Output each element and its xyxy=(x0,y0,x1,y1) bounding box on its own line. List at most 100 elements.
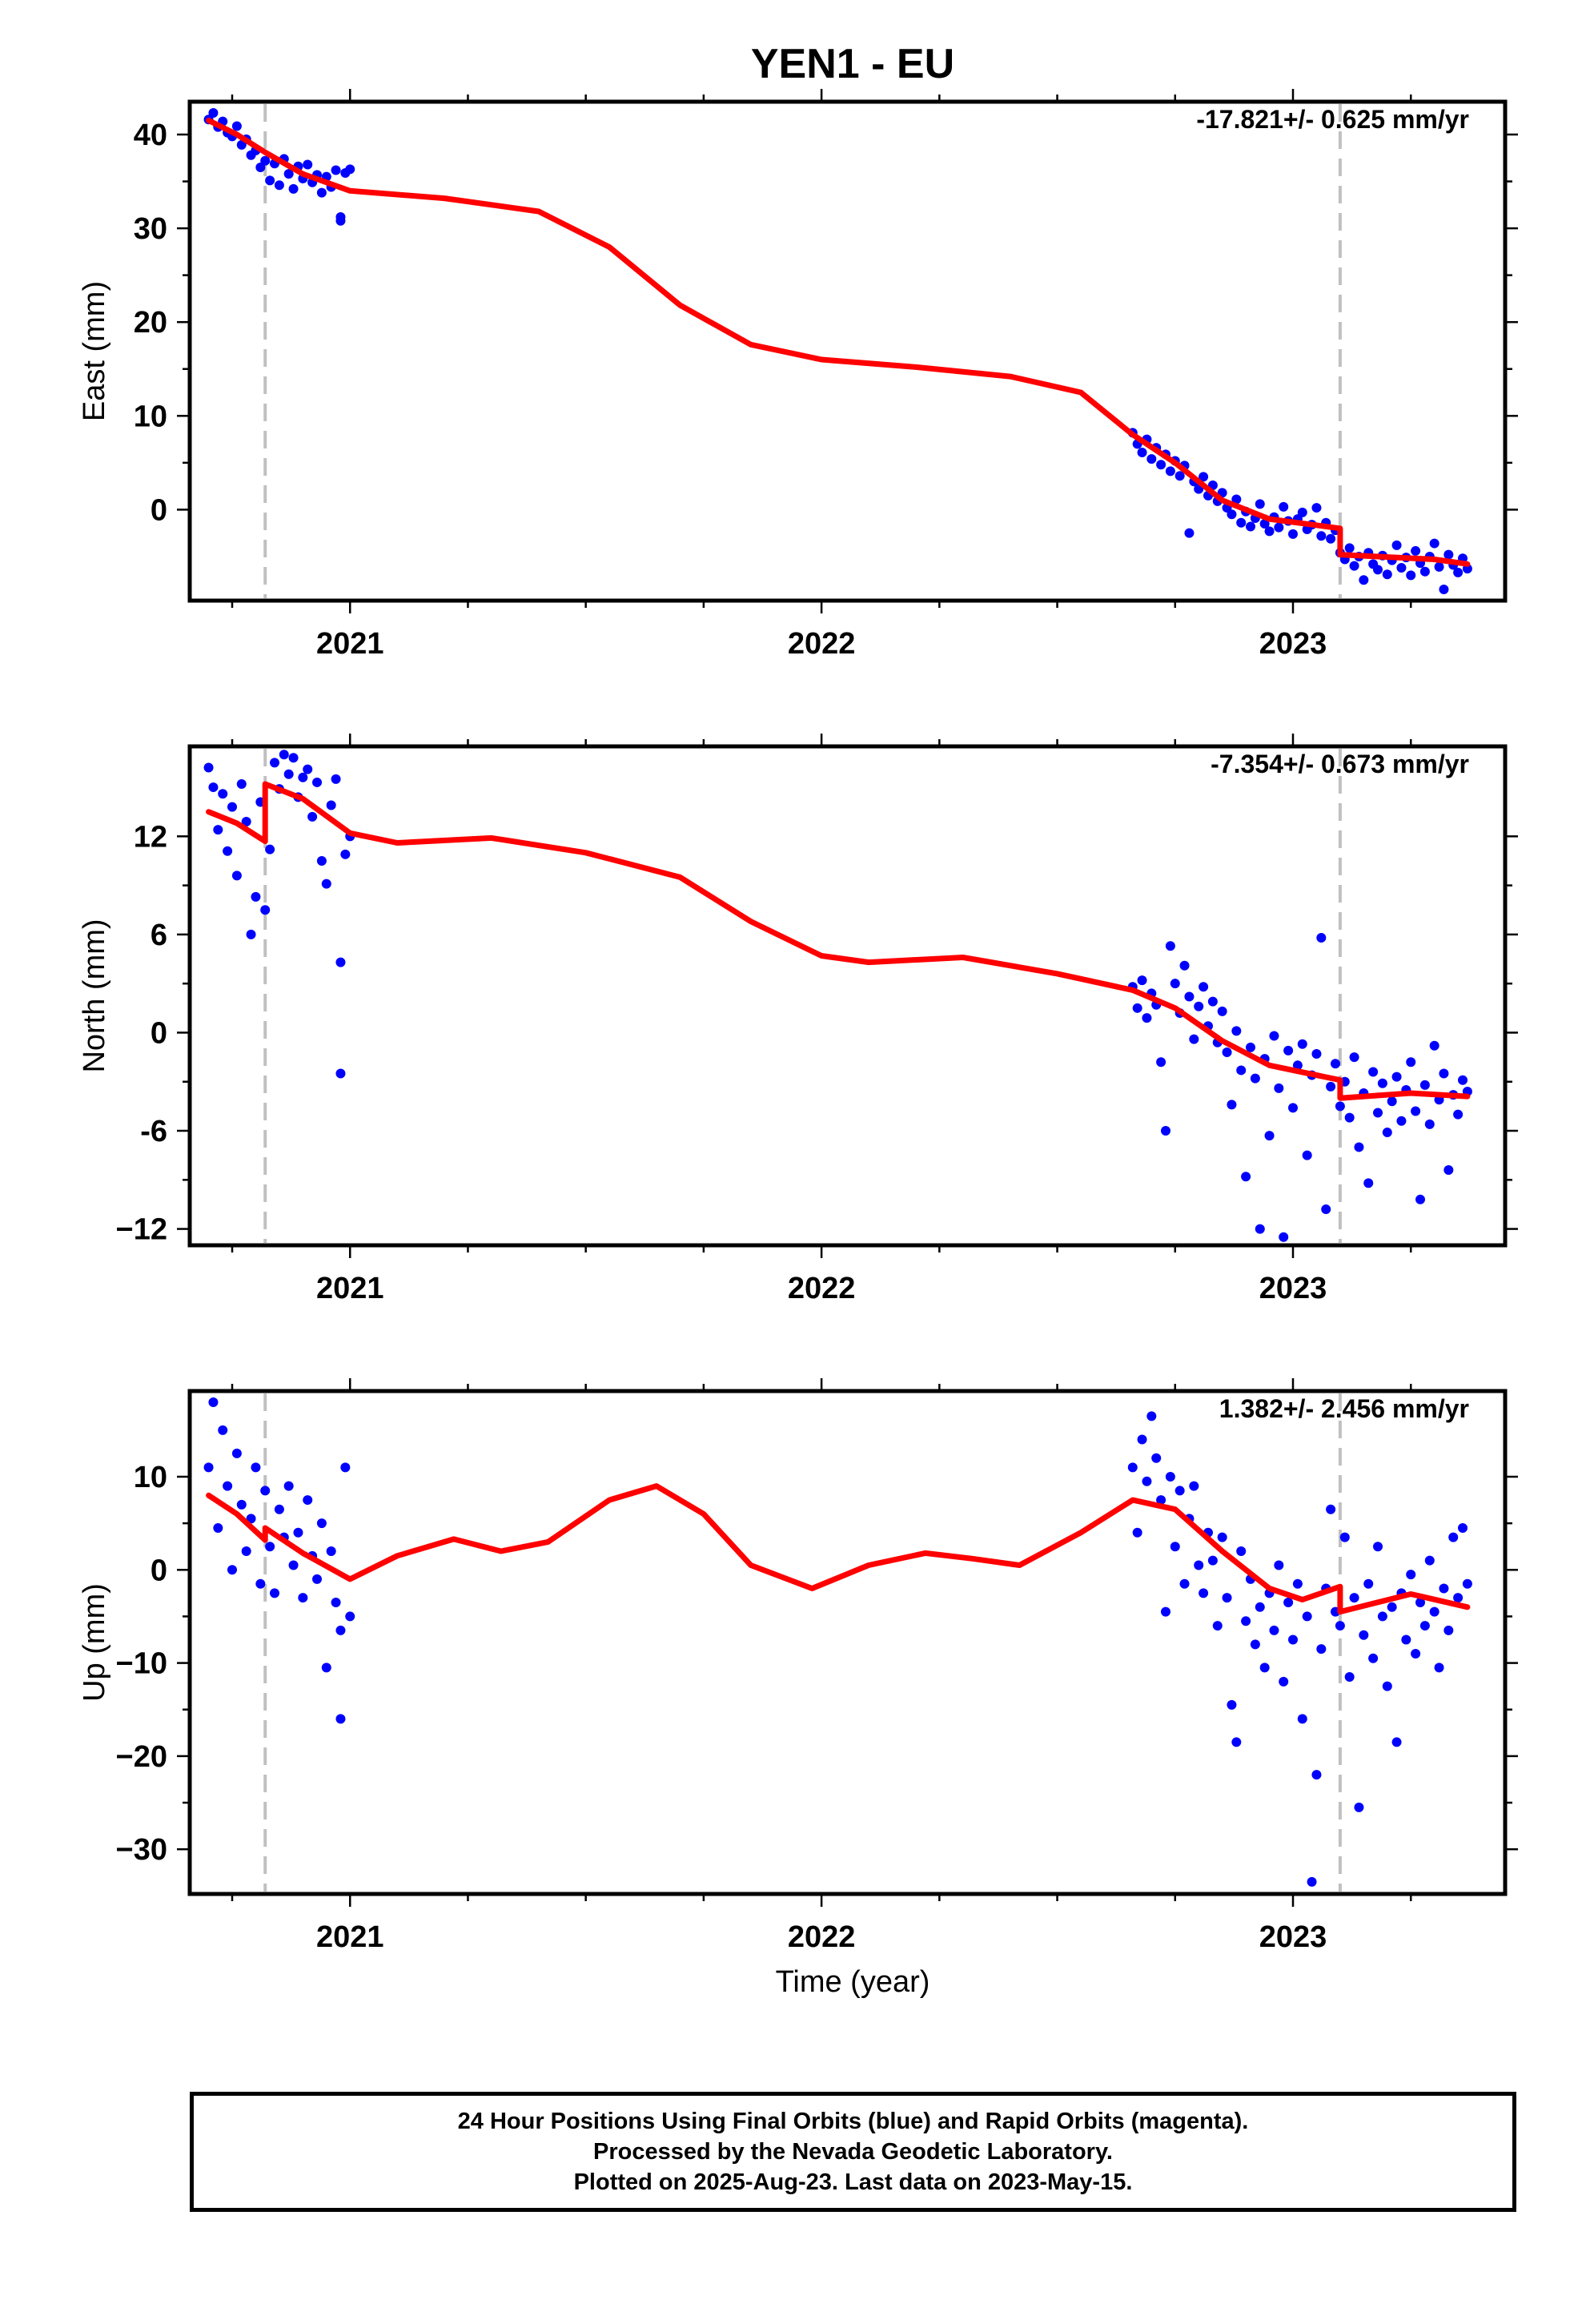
data-point xyxy=(1207,1555,1218,1566)
data-point xyxy=(1227,1699,1237,1710)
data-point xyxy=(335,957,346,967)
data-point xyxy=(1439,584,1449,594)
data-point xyxy=(1283,1597,1294,1607)
data-point xyxy=(1335,1101,1345,1112)
data-point xyxy=(1349,1593,1359,1603)
data-point xyxy=(265,1542,275,1552)
data-point xyxy=(1391,540,1402,550)
data-point xyxy=(303,764,313,774)
x-tick-label: 2021 xyxy=(316,1272,384,1305)
y-axis-label: Up (mm) xyxy=(78,1583,111,1702)
data-point xyxy=(1142,1013,1152,1023)
data-point xyxy=(1236,1546,1247,1557)
data-point xyxy=(345,1611,355,1622)
data-point xyxy=(1434,1663,1444,1673)
data-point xyxy=(316,855,327,866)
model-line xyxy=(206,1483,1471,1615)
y-axis-label: North (mm) xyxy=(78,919,111,1072)
data-point xyxy=(1170,979,1180,989)
data-point xyxy=(1354,1142,1364,1152)
data-point xyxy=(246,929,256,939)
data-point xyxy=(231,1448,242,1458)
data-point xyxy=(1344,1112,1355,1123)
data-point xyxy=(1307,1876,1317,1887)
data-point xyxy=(1297,507,1307,517)
data-point xyxy=(236,1499,247,1510)
data-point xyxy=(1429,1040,1439,1051)
data-point xyxy=(1174,1486,1185,1496)
data-point xyxy=(1231,1026,1242,1036)
data-point xyxy=(1184,991,1195,1002)
data-point xyxy=(1406,570,1416,581)
data-point xyxy=(1165,466,1175,476)
data-point xyxy=(326,1546,336,1557)
data-point xyxy=(1321,1204,1331,1215)
data-point xyxy=(1250,1073,1260,1084)
data-point xyxy=(260,1486,271,1496)
data-point xyxy=(1311,1770,1322,1780)
data-point xyxy=(1406,1057,1416,1068)
data-point xyxy=(345,164,355,175)
data-point xyxy=(218,1425,228,1435)
data-point xyxy=(1207,996,1218,1007)
data-point xyxy=(265,175,275,186)
data-point xyxy=(1146,1411,1157,1421)
data-point xyxy=(203,762,214,773)
data-point xyxy=(1132,1003,1142,1013)
data-point xyxy=(312,1574,322,1584)
data-point xyxy=(1250,1639,1260,1650)
data-point xyxy=(231,870,242,881)
data-point xyxy=(1137,447,1147,457)
data-point xyxy=(1199,982,1209,992)
data-point xyxy=(1359,1630,1369,1640)
y-tick-label: 40 xyxy=(134,119,167,152)
data-point xyxy=(1331,1059,1340,1069)
data-point xyxy=(303,159,313,170)
y-tick-label: 6 xyxy=(151,919,167,952)
x-tick-label: 2022 xyxy=(788,1920,856,1954)
data-point xyxy=(1156,1495,1166,1506)
data-point xyxy=(1448,1532,1459,1542)
data-point xyxy=(231,121,242,131)
data-point xyxy=(340,1462,351,1473)
data-point xyxy=(1274,522,1284,533)
data-point xyxy=(1156,460,1166,470)
data-point xyxy=(1156,1057,1166,1068)
data-point xyxy=(1339,1532,1350,1542)
data-point xyxy=(1453,567,1464,577)
x-tick-label: 2023 xyxy=(1259,1920,1327,1954)
data-point xyxy=(1194,1560,1204,1570)
data-point xyxy=(1165,941,1175,951)
data-point xyxy=(288,1560,299,1570)
data-point xyxy=(1302,1611,1312,1622)
data-point xyxy=(255,1578,266,1589)
data-point xyxy=(1274,1083,1284,1093)
data-point xyxy=(1349,561,1359,571)
data-point xyxy=(227,1565,237,1575)
data-point xyxy=(283,769,294,779)
data-point xyxy=(1259,1663,1270,1673)
data-point xyxy=(335,1714,346,1724)
data-point xyxy=(293,1527,303,1538)
data-point xyxy=(260,155,271,166)
x-tick-label: 2022 xyxy=(788,627,856,661)
data-point xyxy=(1439,1068,1449,1079)
data-point xyxy=(1236,1065,1247,1076)
data-point xyxy=(1151,1453,1162,1463)
y-tick-label: 30 xyxy=(134,212,167,246)
panel-2: 2021 2022 2023 −12 -6 0 6 12 North (mm) -7.354+/-… xyxy=(78,734,1518,1305)
y-tick-label: −10 xyxy=(116,1647,167,1681)
data-point xyxy=(283,169,294,179)
data-point xyxy=(1406,1570,1416,1580)
rate-label: -7.354+/- 0.673 mm/yr xyxy=(1211,750,1469,778)
y-tick-label: 10 xyxy=(134,400,167,433)
data-point xyxy=(279,750,289,760)
data-point xyxy=(1382,1128,1392,1138)
data-point xyxy=(270,758,279,768)
data-point xyxy=(1199,472,1209,482)
data-point xyxy=(1419,566,1430,577)
data-point xyxy=(1363,1178,1374,1188)
data-point xyxy=(1146,454,1157,464)
data-point xyxy=(1316,531,1327,541)
data-point xyxy=(1222,1047,1232,1057)
